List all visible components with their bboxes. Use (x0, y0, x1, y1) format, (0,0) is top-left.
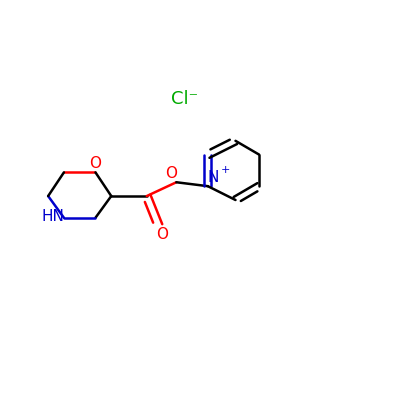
Text: N: N (207, 170, 219, 185)
Text: O: O (156, 227, 168, 242)
Text: HN: HN (42, 210, 64, 224)
Text: Cl⁻: Cl⁻ (171, 90, 198, 108)
Text: +: + (220, 166, 230, 176)
Text: O: O (166, 166, 178, 181)
Text: O: O (90, 156, 102, 171)
